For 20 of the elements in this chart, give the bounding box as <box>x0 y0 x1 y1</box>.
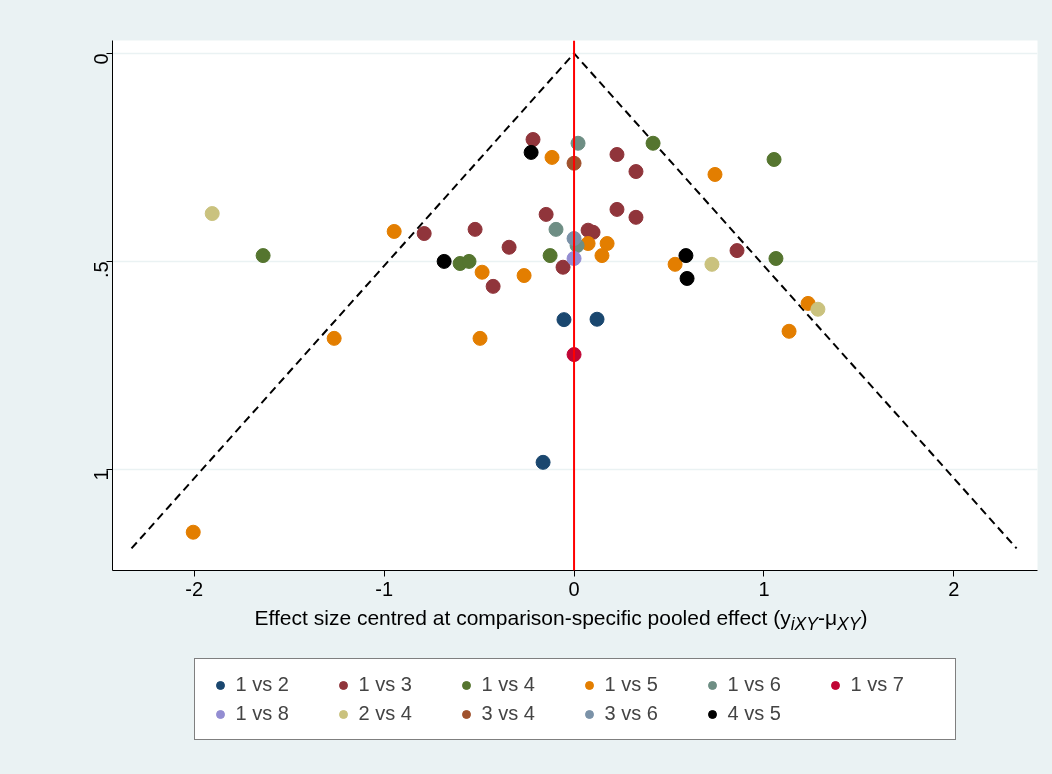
x-axis-title: Effect size centred at comparison-specific pooled effect (y$_{iXY}$-μ$_{XY}$) <box>254 605 868 637</box>
x-tick-label: 1 <box>758 577 770 600</box>
legend-label: 1 vs 6 <box>727 673 782 696</box>
x-tick-label: -2 <box>185 577 204 600</box>
x-tick-label: 0 <box>568 577 580 600</box>
legend-label: 3 vs 6 <box>604 702 659 725</box>
y-tick-label: .5 <box>90 261 113 279</box>
legend-label: 2 vs 4 <box>358 702 413 725</box>
legend-label: 1 vs 7 <box>850 673 905 696</box>
y-tick-label: 0 <box>90 53 113 65</box>
legend-label: 1 vs 8 <box>235 702 290 725</box>
legend-label: 1 vs 3 <box>358 673 413 696</box>
legend-label: 1 vs 4 <box>481 673 536 696</box>
y-tick-label: 1 <box>90 469 113 481</box>
x-tick-label: -1 <box>375 577 394 600</box>
legend-label: 1 vs 5 <box>604 673 659 696</box>
legend-label: 4 vs 5 <box>727 702 782 725</box>
legend-label: 3 vs 4 <box>481 702 536 725</box>
x-tick-label: 2 <box>948 577 960 600</box>
legend-label: 1 vs 2 <box>235 673 290 696</box>
